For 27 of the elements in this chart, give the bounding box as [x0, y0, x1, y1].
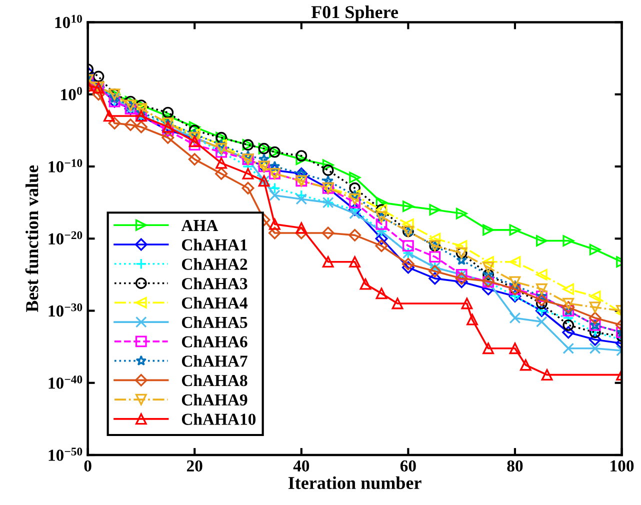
- legend-label: ChAHA4: [182, 296, 248, 309]
- y-tick-label: 10$^{−10}$: [48, 159, 82, 172]
- x-tick-label: 100: [610, 460, 634, 472]
- x-tick-label: 80: [507, 460, 523, 472]
- legend-label: ChAHA2: [182, 258, 248, 270]
- y-axis-title: Best function value: [25, 165, 38, 312]
- legend-label: ChAHA8: [182, 374, 248, 386]
- x-tick-label: 0: [84, 460, 92, 472]
- legend-label: ChAHA3: [182, 278, 248, 290]
- x-tick-label: 60: [400, 460, 416, 472]
- x-axis-title: Iteration number: [288, 476, 422, 490]
- y-tick-label: 10$^{−20}$: [48, 231, 82, 245]
- y-tick-label: 10$^{−50}$: [48, 448, 82, 461]
- x-tick-label: 20: [186, 460, 202, 472]
- legend-label: ChAHA6: [182, 336, 248, 348]
- legend-label: ChAHA5: [182, 316, 248, 328]
- y-tick-label: 10$^{10}$: [55, 14, 82, 28]
- legend-label: ChAHA7: [182, 355, 248, 367]
- legend-label: ChAHA10: [182, 413, 256, 425]
- x-tick-label: 40: [293, 460, 310, 472]
- chart-title: F01 Sphere: [311, 6, 398, 22]
- legend-label: AHA: [181, 220, 218, 231]
- y-tick-label: 10$^{−30}$: [48, 303, 82, 317]
- y-tick-label: 10$^{−40}$: [48, 375, 82, 389]
- y-tick-label: 10$^{0}$: [61, 86, 82, 100]
- legend-label: ChAHA1: [182, 238, 247, 251]
- legend-label: ChAHA9: [182, 394, 248, 406]
